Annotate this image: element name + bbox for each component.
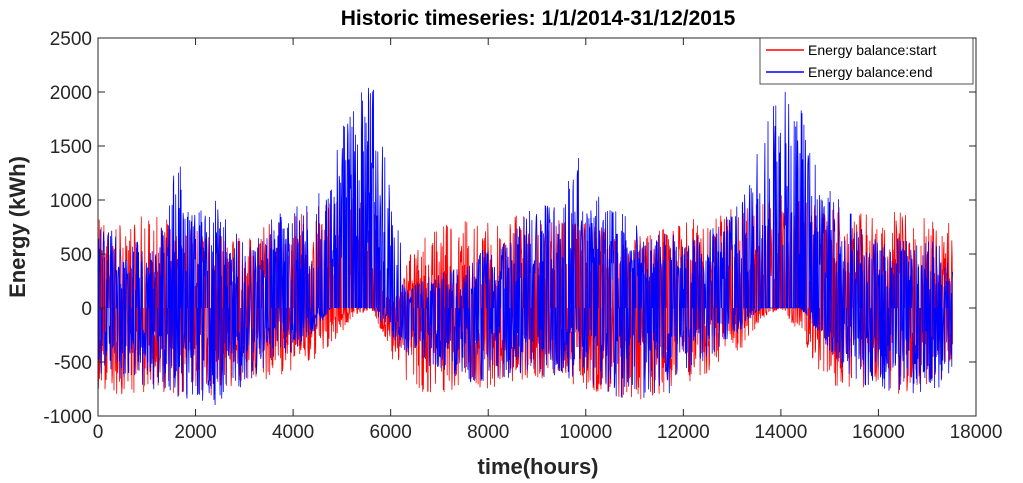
y-axis-title: Energy (kWh) — [5, 156, 30, 298]
x-tick-label: 2000 — [174, 422, 216, 443]
series-line-end — [97, 87, 953, 406]
y-tick-label: -1000 — [43, 407, 92, 428]
chart-title: Historic timeseries: 1/1/2014-31/12/2015 — [341, 7, 736, 30]
x-tick-label: 6000 — [370, 422, 412, 443]
x-tick-label: 8000 — [467, 422, 509, 443]
x-axis: 0 2000 4000 6000 8000 10000 12000 14000 16000 180… — [93, 38, 1003, 443]
x-tick-label: 12000 — [657, 422, 710, 443]
y-tick-label: 2500 — [50, 29, 92, 50]
y-tick-label: 1500 — [50, 137, 92, 158]
x-tick-label: 18000 — [950, 422, 1003, 443]
x-tick-label: 0 — [93, 422, 104, 443]
legend: Energy balance:start Energy balance:end — [759, 37, 974, 85]
x-axis-title: time(hours) — [478, 454, 599, 479]
legend-box — [759, 37, 974, 85]
plot-area — [97, 87, 953, 406]
legend-label-end: Energy balance:end — [808, 64, 933, 80]
x-tick-label: 4000 — [272, 422, 314, 443]
x-tick-label: 14000 — [754, 422, 807, 443]
y-axis: -1000 -500 0 500 1000 1500 2000 2500 — [43, 29, 976, 428]
y-tick-label: 2000 — [50, 83, 92, 104]
x-tick-label: 10000 — [559, 422, 612, 443]
legend-label-start: Energy balance:start — [808, 42, 937, 58]
y-tick-label: 500 — [60, 245, 92, 266]
y-tick-label: -500 — [54, 353, 92, 374]
y-tick-label: 0 — [81, 299, 92, 320]
plot-frame — [97, 37, 977, 417]
x-tick-label: 16000 — [852, 422, 905, 443]
y-tick-label: 1000 — [50, 191, 92, 212]
